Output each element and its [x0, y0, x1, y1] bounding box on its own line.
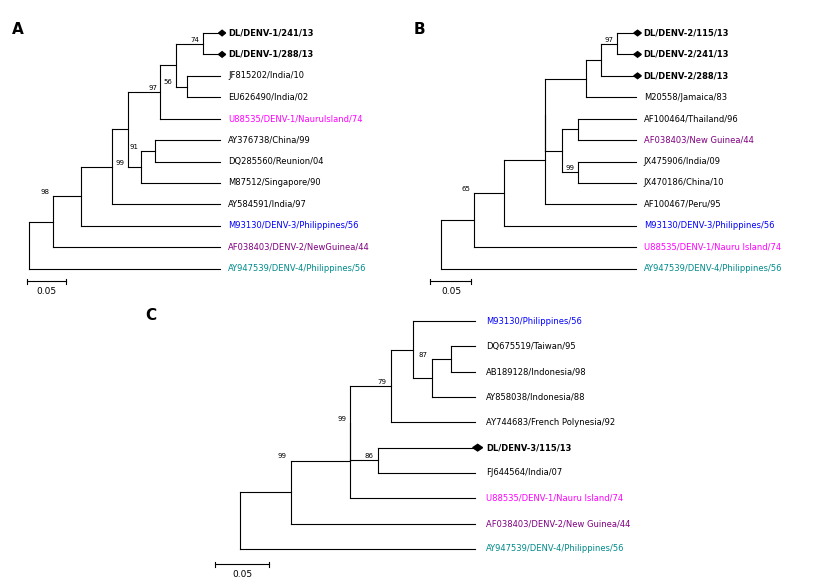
Text: DQ675519/Taiwan/95: DQ675519/Taiwan/95	[485, 342, 575, 351]
Text: AY858038/Indonesia/88: AY858038/Indonesia/88	[485, 393, 585, 401]
Text: DL/DENV-1/288/13: DL/DENV-1/288/13	[228, 50, 313, 59]
Text: M93130/DENV-3/Philippines/56: M93130/DENV-3/Philippines/56	[228, 221, 358, 230]
Text: AY947539/DENV-4/Philippines/56: AY947539/DENV-4/Philippines/56	[485, 545, 623, 553]
Text: 0.05: 0.05	[441, 287, 460, 296]
Text: AF038403/New Guinea/44: AF038403/New Guinea/44	[643, 136, 753, 144]
Polygon shape	[219, 30, 225, 36]
Text: JX470186/China/10: JX470186/China/10	[643, 179, 723, 187]
Text: DL/DENV-2/115/13: DL/DENV-2/115/13	[643, 28, 728, 38]
Polygon shape	[219, 52, 225, 57]
Text: AY584591/India/97: AY584591/India/97	[228, 200, 306, 209]
Text: AY744683/French Polynesia/92: AY744683/French Polynesia/92	[485, 418, 614, 427]
Text: AF038403/DENV-2/NewGuinea/44: AF038403/DENV-2/NewGuinea/44	[228, 242, 369, 252]
Text: EU626490/India/02: EU626490/India/02	[228, 93, 308, 101]
Text: A: A	[12, 22, 24, 37]
Text: AY376738/China/99: AY376738/China/99	[228, 136, 310, 144]
Polygon shape	[472, 444, 482, 451]
Text: U88535/DENV-1/Nauru Island/74: U88535/DENV-1/Nauru Island/74	[485, 494, 622, 503]
Text: U88535/DENV-1/NauruIsland/74: U88535/DENV-1/NauruIsland/74	[228, 114, 362, 123]
Text: M93130/Philippines/56: M93130/Philippines/56	[485, 317, 581, 325]
Text: 74: 74	[191, 37, 200, 43]
Text: 0.05: 0.05	[232, 570, 252, 579]
Polygon shape	[633, 30, 640, 36]
Text: 97: 97	[604, 37, 613, 43]
Text: 98: 98	[40, 189, 49, 195]
Text: M20558/Jamaica/83: M20558/Jamaica/83	[643, 93, 726, 101]
Text: 99: 99	[278, 454, 287, 459]
Text: 86: 86	[364, 453, 373, 459]
Text: JX475906/India/09: JX475906/India/09	[643, 157, 720, 166]
Text: 79: 79	[378, 379, 387, 385]
Text: C: C	[145, 309, 156, 324]
Text: B: B	[414, 22, 425, 37]
Text: 97: 97	[148, 85, 157, 91]
Text: 99: 99	[115, 160, 124, 166]
Text: AF038403/DENV-2/New Guinea/44: AF038403/DENV-2/New Guinea/44	[485, 519, 629, 528]
Text: U88535/DENV-1/Nauru Island/74: U88535/DENV-1/Nauru Island/74	[643, 242, 780, 252]
Polygon shape	[633, 73, 640, 79]
Text: FJ644564/India/07: FJ644564/India/07	[485, 469, 561, 477]
Text: 91: 91	[129, 144, 138, 150]
Text: 99: 99	[337, 416, 346, 422]
Text: DL/DENV-1/241/13: DL/DENV-1/241/13	[228, 28, 313, 38]
Text: AB189128/Indonesia/98: AB189128/Indonesia/98	[485, 367, 586, 376]
Text: DQ285560/Reunion/04: DQ285560/Reunion/04	[228, 157, 323, 166]
Text: 87: 87	[418, 352, 427, 358]
Text: M93130/DENV-3/Philippines/56: M93130/DENV-3/Philippines/56	[643, 221, 773, 230]
Text: M87512/Singapore/90: M87512/Singapore/90	[228, 179, 320, 187]
Text: DL/DENV-3/115/13: DL/DENV-3/115/13	[485, 443, 571, 452]
Text: 99: 99	[565, 165, 574, 171]
Text: 0.05: 0.05	[37, 287, 57, 296]
Text: AY947539/DENV-4/Philippines/56: AY947539/DENV-4/Philippines/56	[643, 264, 781, 273]
Text: 65: 65	[461, 186, 470, 191]
Text: JF815202/India/10: JF815202/India/10	[228, 71, 304, 81]
Text: 56: 56	[164, 79, 173, 85]
Text: DL/DENV-2/241/13: DL/DENV-2/241/13	[643, 50, 728, 59]
Text: AY947539/DENV-4/Philippines/56: AY947539/DENV-4/Philippines/56	[228, 264, 366, 273]
Polygon shape	[633, 52, 640, 57]
Text: DL/DENV-2/288/13: DL/DENV-2/288/13	[643, 71, 728, 81]
Text: AF100464/Thailand/96: AF100464/Thailand/96	[643, 114, 738, 123]
Text: AF100467/Peru/95: AF100467/Peru/95	[643, 200, 721, 209]
